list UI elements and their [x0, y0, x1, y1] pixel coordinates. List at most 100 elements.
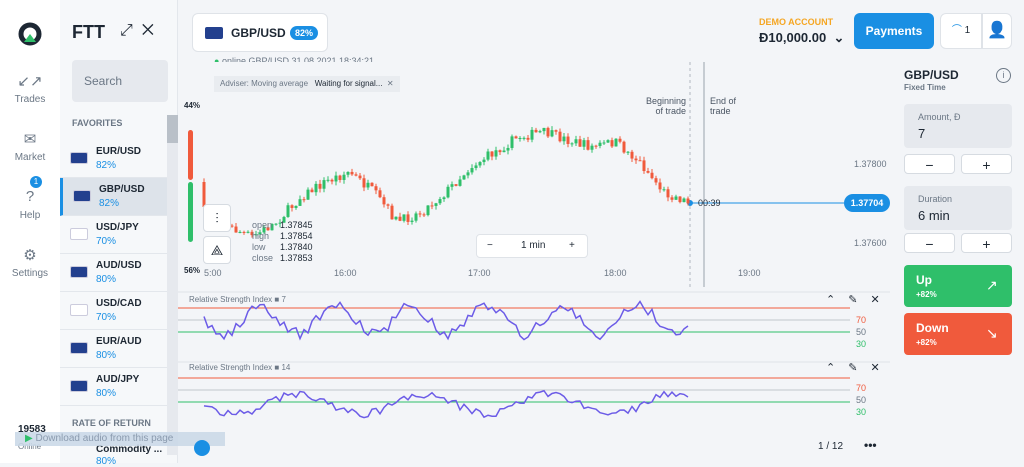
candle	[510, 136, 514, 148]
asset-row[interactable]: GBP/USD 82%	[60, 178, 167, 216]
adviser-status: Waiting for signal...	[314, 79, 383, 88]
asset-name[interactable]: Commodity ...	[96, 444, 163, 455]
payments-button[interactable]: Payments	[854, 13, 934, 49]
rsi-line	[203, 300, 689, 341]
indicator-controls: ⌃ ✎ ✕	[826, 362, 880, 374]
level-label: 70	[856, 383, 867, 393]
chart-type-button[interactable]: ⫶	[203, 204, 231, 232]
asset-row[interactable]: EUR/USD 82%	[60, 140, 167, 178]
asset-name: AUD/USD	[96, 260, 142, 271]
audio-text: Download audio from this page	[35, 433, 174, 444]
drawing-button[interactable]: ⟁	[203, 236, 231, 264]
asset-row[interactable]: USD/JPY 70%	[60, 216, 167, 254]
amount-plus[interactable]: +	[961, 154, 1012, 174]
asset-row[interactable]: AUD/USD 80%	[60, 254, 167, 292]
candle	[582, 140, 586, 147]
scrollbar[interactable]	[167, 115, 178, 455]
candle	[402, 214, 406, 221]
current-price: 1.37704	[844, 194, 890, 212]
asset-name: GBP/USD	[231, 26, 286, 40]
candle	[246, 231, 250, 233]
candle	[638, 160, 642, 162]
beginning-1: Beginning	[645, 96, 686, 106]
candle	[446, 186, 450, 198]
beginning-label: Beginning of trade	[644, 96, 686, 116]
up-label: Up	[916, 273, 932, 287]
asset-rate: 82%	[290, 26, 319, 40]
asset-row[interactable]: EUR/AUD 80%	[60, 330, 167, 368]
asset-pill[interactable]: GBP/USD 82%	[192, 13, 328, 52]
nav-icon: ⚙	[23, 247, 37, 264]
candle	[666, 189, 670, 198]
down-label: Down	[916, 321, 949, 335]
candle	[326, 179, 330, 181]
candle	[266, 227, 270, 231]
duration-label: Duration	[918, 194, 953, 204]
candle	[522, 137, 526, 139]
asset-rate: 80%	[96, 350, 117, 361]
asset-row[interactable]: USD/CAD 70%	[60, 292, 167, 330]
sidebar-icons[interactable]: ⤢ ✕	[120, 22, 154, 39]
nav-label: Settings	[11, 268, 49, 279]
ohlc-value: 1.37853	[280, 253, 313, 263]
deals-button[interactable]: ⌒ 1	[940, 13, 982, 49]
candle	[294, 205, 298, 208]
search-box[interactable]: Search	[72, 60, 168, 102]
down-button[interactable]: Down +82% ↘	[904, 313, 1012, 355]
asset-rate: 70%	[96, 312, 117, 323]
candle	[410, 220, 414, 222]
candle	[250, 231, 254, 236]
level-label: 50	[856, 395, 867, 405]
candle	[502, 150, 506, 153]
candle	[534, 129, 538, 133]
level-label: 70	[856, 315, 867, 325]
up-button[interactable]: Up +82% ↗	[904, 265, 1012, 307]
candle	[422, 214, 426, 216]
rate-header[interactable]: RATE OF RETURN	[72, 418, 151, 428]
candle	[686, 198, 690, 204]
candle	[202, 182, 206, 208]
info-icon[interactable]: i	[996, 68, 1011, 83]
candle	[270, 223, 274, 231]
online-label: Online	[18, 442, 42, 451]
candle	[374, 186, 378, 191]
candle	[398, 216, 402, 221]
asset-rate: 80%	[96, 456, 117, 467]
candle	[594, 145, 598, 147]
candle	[614, 138, 618, 147]
candle	[414, 213, 418, 221]
candle	[682, 198, 686, 203]
profile-button[interactable]: 👤	[982, 13, 1012, 49]
balance[interactable]: Đ10,000.00 ⌄	[759, 30, 845, 45]
duration-plus[interactable]: +	[961, 233, 1012, 253]
adviser: Adviser: Moving average Waiting for sign…	[214, 76, 400, 92]
nav-label: Help	[19, 210, 41, 221]
candle	[306, 189, 310, 200]
scroll-button[interactable]	[194, 440, 210, 456]
audio-bar[interactable]: ▶ Download audio from this page	[15, 432, 225, 446]
indicator-name: Relative Strength Index	[189, 363, 273, 372]
up-rate: +82%	[916, 290, 937, 299]
candle	[610, 140, 614, 147]
amount-minus[interactable]: −	[904, 154, 955, 174]
candle	[234, 226, 238, 233]
nav-rail	[0, 0, 60, 463]
candle	[310, 189, 314, 193]
more-button[interactable]: •••	[864, 438, 877, 452]
duration-minus[interactable]: −	[904, 233, 955, 253]
candle	[590, 145, 594, 150]
candle	[478, 162, 482, 166]
candle	[674, 196, 678, 200]
flag	[70, 152, 88, 164]
panel-mode: Fixed Time	[904, 83, 946, 92]
candle	[474, 165, 478, 169]
candle	[670, 197, 674, 200]
candle	[386, 204, 390, 206]
candle	[426, 205, 430, 216]
asset-row[interactable]: AUD/JPY 80%	[60, 368, 167, 406]
candle	[450, 184, 454, 187]
zoom-control[interactable]: −1 min +	[476, 234, 588, 258]
duration-box[interactable]: Duration 6 min	[904, 186, 1012, 230]
amount-box[interactable]: Amount, Đ 7	[904, 104, 1012, 148]
